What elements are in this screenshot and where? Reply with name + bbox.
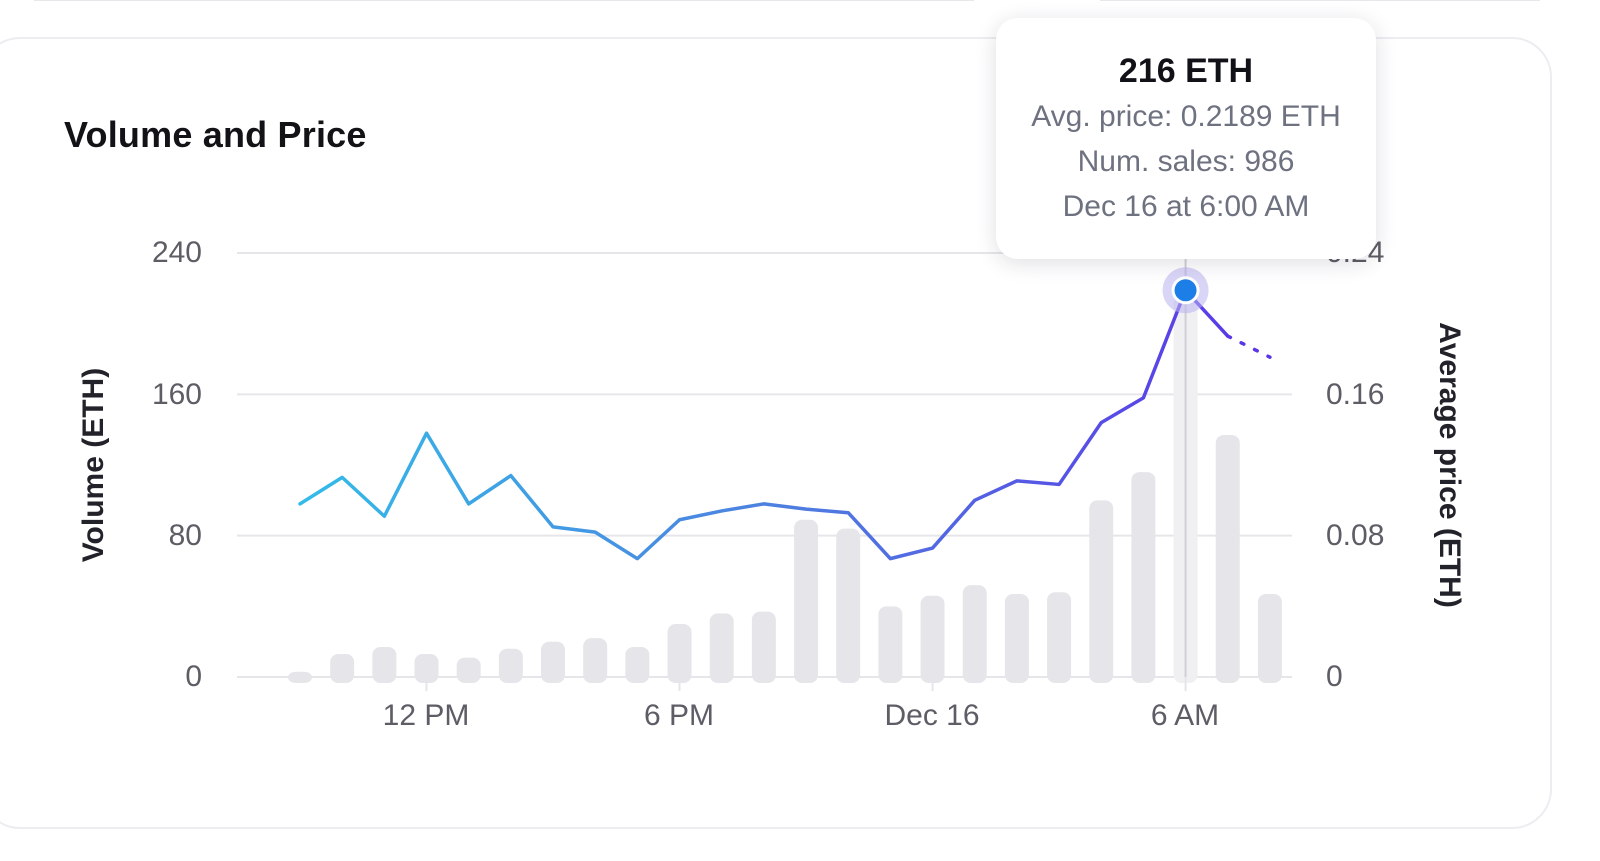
marker-dot <box>1174 279 1197 302</box>
price-line <box>298 288 1272 561</box>
volume-bar-23 <box>1257 593 1282 683</box>
volume-bar-15 <box>920 595 945 683</box>
price-line-dashed <box>1225 334 1272 359</box>
y-axis-label-left: Volume (ETH) <box>77 368 110 562</box>
volume-bar-14 <box>878 606 903 683</box>
x-tick-label-6am: 6 AM <box>1151 699 1219 732</box>
volume-bar-16 <box>962 585 987 683</box>
volume-bar-1 <box>330 654 355 683</box>
volume-bar-0 <box>288 671 312 683</box>
x-tick-label-12pm: 12 PM <box>383 699 470 732</box>
card-title: Volume and Price <box>64 114 367 155</box>
hover-marker <box>1162 267 1209 314</box>
volume-bar-17 <box>1004 593 1029 683</box>
volume-bar-18 <box>1047 592 1072 683</box>
volume-bar-3 <box>414 654 439 683</box>
volume-bar-22 <box>1215 434 1240 683</box>
y-tick-right-0.08: 0.08 <box>1326 519 1384 552</box>
volume-bar-12 <box>794 519 819 683</box>
price-line-solid <box>298 288 1230 561</box>
y-tick-left-0: 0 <box>185 660 202 693</box>
volume-bar-11 <box>751 611 776 683</box>
x-tick-label-6pm: 6 PM <box>644 699 714 732</box>
volume-bar-7 <box>583 638 608 683</box>
volume-bar-10 <box>709 613 734 683</box>
y-tick-left-80: 80 <box>169 519 202 552</box>
tooltip-num-sales: Num. sales: 986 <box>1077 145 1295 178</box>
chart-tooltip: 216 ETH Avg. price: 0.2189 ETH Num. sale… <box>996 18 1376 259</box>
x-tick-label-dec16: Dec 16 <box>884 699 979 732</box>
volume-bar-4 <box>456 657 481 683</box>
top-divider-left <box>34 0 974 1</box>
volume-bar-5 <box>498 648 523 683</box>
y-tick-right-0.16: 0.16 <box>1326 378 1384 411</box>
y-tick-left-160: 160 <box>152 378 202 411</box>
volume-bars <box>288 259 1282 683</box>
volume-bar-6 <box>541 641 566 683</box>
volume-bar-13 <box>836 528 861 683</box>
volume-bar-20 <box>1131 472 1156 683</box>
x-axis-ticks <box>425 677 1187 691</box>
volume-bar-2 <box>372 646 397 683</box>
volume-bar-9 <box>667 624 692 683</box>
tooltip-date: Dec 16 at 6:00 AM <box>1062 190 1310 223</box>
volume-bar-8 <box>625 646 650 683</box>
tooltip-avg-price: Avg. price: 0.2189 ETH <box>1031 100 1341 133</box>
tooltip-volume: 216 ETH <box>1118 52 1254 90</box>
y-tick-right-0: 0 <box>1326 660 1343 693</box>
top-divider-right <box>1100 0 1540 1</box>
volume-bar-19 <box>1089 500 1114 683</box>
y-axis-label-right: Average price (ETH) <box>1433 322 1466 608</box>
y-tick-left-240: 240 <box>152 236 202 269</box>
